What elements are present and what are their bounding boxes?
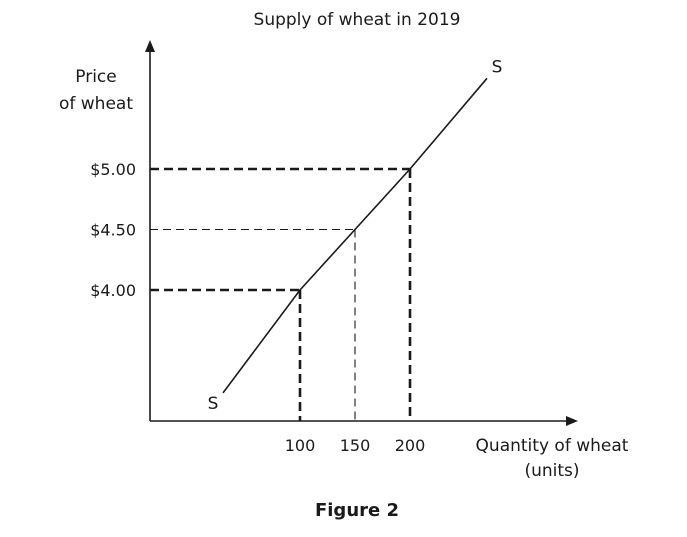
- tick-labels: $4.00 $4.50 $5.00 100 150 200: [90, 160, 425, 455]
- curve-label-end: S: [492, 57, 503, 77]
- figure-caption: Figure 2: [315, 500, 399, 521]
- y-axis-arrowhead: [145, 40, 155, 52]
- x-tick-label: 150: [340, 436, 371, 455]
- y-axis-label-line-2: of wheat: [59, 94, 133, 114]
- curve-label-start: S: [208, 394, 219, 414]
- chart-title: Supply of wheat in 2019: [254, 10, 461, 30]
- y-tick-label: $5.00: [90, 160, 136, 179]
- x-axis-arrowhead: [566, 416, 578, 426]
- x-tick-label: 200: [395, 436, 426, 455]
- y-axis-label-line-1: Price: [75, 67, 116, 87]
- x-axis-label-line-1: Quantity of wheat: [476, 436, 629, 456]
- reference-guides: [150, 167, 412, 421]
- y-tick-label: $4.00: [90, 281, 136, 300]
- x-tick-label: 100: [285, 436, 316, 455]
- axes: [145, 40, 578, 426]
- supply-curve-group: SS: [208, 57, 503, 414]
- supply-curve: [222, 77, 488, 394]
- y-tick-label: $4.50: [90, 221, 136, 240]
- x-axis-label-line-2: (units): [524, 461, 579, 481]
